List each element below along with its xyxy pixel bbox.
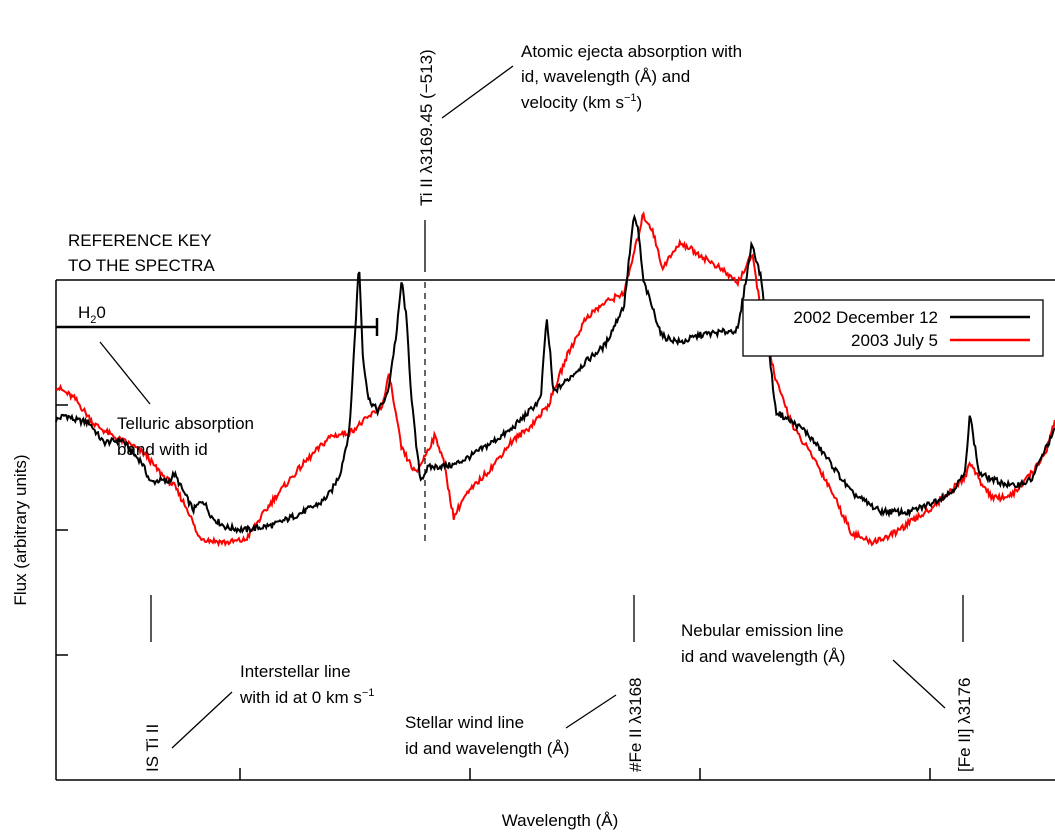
legend-label-2003: 2003 July 5 (851, 331, 938, 350)
h2o-label: H20 (78, 303, 106, 326)
h2o-band-marker (56, 318, 379, 336)
reference-key-title-line1: REFERENCE KEY (68, 231, 212, 250)
nebular-desc-line1: Nebular emission line (681, 621, 844, 640)
legend: 2002 December 12 2003 July 5 (742, 299, 1044, 357)
is-leader-line (171, 691, 233, 749)
ejecta-desc-line3: velocity (km s−1) (521, 92, 642, 112)
wind-desc-line1: Stellar wind line (405, 713, 524, 732)
nebular-desc-line2: id and wavelength (Å) (681, 647, 845, 666)
ejecta-desc-line2: id, wavelength (Å) and (521, 67, 690, 86)
is-line-label: IS Ti II (143, 724, 162, 772)
is-desc-line2: with id at 0 km s−1 (239, 687, 374, 707)
is-desc-line1: Interstellar line (240, 662, 351, 681)
telluric-desc-line2: band with id (117, 440, 208, 459)
x-axis-title: Wavelength (Å) (502, 811, 619, 830)
ejecta-leader-line (441, 65, 514, 119)
ejecta-line-label: Ti II λ3169.45 (−513) (417, 49, 436, 206)
wind-leader-line (565, 694, 617, 729)
ejecta-desc-line1: Atomic ejecta absorption with (521, 42, 742, 61)
y-axis-title: Flux (arbitrary units) (11, 454, 30, 605)
nebular-line-label: [Fe II] λ3176 (955, 678, 974, 773)
x-ticks (239, 768, 931, 780)
series-2002-december-12-line (55, 213, 1055, 535)
nebular-leader-line (892, 659, 946, 709)
telluric-desc-line1: Telluric absorption (117, 414, 254, 433)
reference-key-title-line2: TO THE SPECTRA (68, 256, 215, 275)
series-2003-july-5-line (55, 210, 1055, 548)
legend-label-2002: 2002 December 12 (793, 308, 938, 327)
legend-box (742, 299, 1044, 357)
wind-line-label: #Fe II λ3168 (626, 677, 645, 772)
y-ticks (56, 404, 68, 656)
telluric-leader-line (99, 341, 151, 405)
wind-desc-line2: id and wavelength (Å) (405, 739, 569, 758)
